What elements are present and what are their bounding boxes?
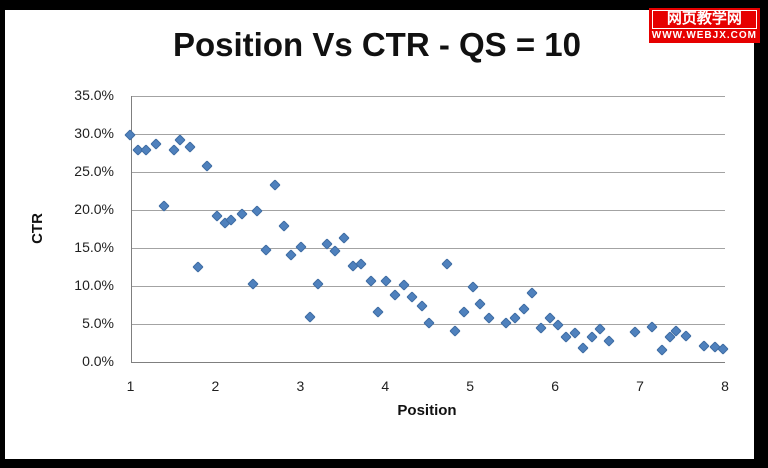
- y-tick-label: 20.0%: [74, 201, 114, 217]
- data-point: [201, 160, 213, 173]
- data-point: [278, 220, 290, 233]
- y-tick-label: 10.0%: [74, 277, 114, 293]
- data-point: [312, 278, 324, 290]
- gridline: [130, 286, 725, 287]
- x-axis-line: [130, 362, 725, 363]
- data-point: [415, 300, 428, 312]
- x-tick-label: 7: [636, 378, 644, 394]
- data-point: [251, 205, 263, 217]
- data-point: [269, 179, 281, 191]
- chart-title: Position Vs CTR - QS = 10: [172, 26, 581, 63]
- x-tick-label: 2: [211, 378, 220, 394]
- data-point: [354, 258, 367, 271]
- data-point: [123, 128, 136, 141]
- x-tick-label: 3: [296, 378, 305, 394]
- data-point: [337, 232, 350, 244]
- data-point: [697, 340, 710, 352]
- data-point: [329, 245, 341, 257]
- data-point: [406, 291, 418, 303]
- data-point: [449, 325, 461, 338]
- y-tick-label: 0.0%: [82, 353, 114, 369]
- y-tick-label: 15.0%: [74, 239, 114, 255]
- watermark-site-name: 网页教学网: [651, 10, 757, 29]
- y-tick-label: 35.0%: [74, 87, 114, 103]
- gridline: [130, 96, 725, 97]
- y-tick-label: 5.0%: [82, 315, 114, 331]
- data-point: [139, 144, 152, 157]
- data-point: [423, 317, 435, 329]
- x-tick-label: 8: [721, 378, 729, 394]
- data-point: [303, 311, 316, 323]
- data-point: [372, 306, 384, 319]
- data-point: [518, 302, 531, 315]
- data-point: [629, 326, 641, 338]
- data-point: [295, 241, 307, 253]
- data-point: [458, 305, 470, 318]
- data-point: [398, 279, 410, 291]
- x-tick-label: 1: [126, 378, 135, 394]
- data-point: [441, 258, 453, 271]
- data-point: [680, 330, 692, 342]
- data-point: [150, 138, 162, 151]
- data-point: [466, 281, 479, 293]
- data-point: [192, 261, 204, 273]
- chart-background: [5, 10, 754, 459]
- y-tick-label: 25.0%: [74, 163, 114, 179]
- y-tick-label: 30.0%: [74, 125, 114, 141]
- gridline: [130, 134, 725, 135]
- x-tick-label: 6: [551, 378, 560, 394]
- data-point: [552, 319, 565, 331]
- gridline: [130, 210, 725, 211]
- data-point: [526, 287, 538, 300]
- data-point: [474, 298, 486, 310]
- data-point: [483, 312, 495, 324]
- data-point: [184, 141, 196, 154]
- watermark-site-url: www.webjx.com: [651, 29, 757, 41]
- data-point: [603, 335, 616, 347]
- data-point: [646, 321, 658, 333]
- data-point: [285, 248, 297, 261]
- data-point: [246, 278, 259, 290]
- x-tick-label: 5: [466, 378, 475, 394]
- y-axis-line: [130, 96, 132, 362]
- data-point: [389, 289, 401, 301]
- y-axis-title: CTR: [28, 213, 46, 244]
- data-point: [167, 144, 180, 156]
- data-point: [656, 344, 668, 357]
- data-point: [594, 323, 606, 335]
- x-axis-title: Position: [397, 402, 457, 419]
- gridline: [130, 248, 725, 249]
- x-tick-label: 4: [381, 378, 390, 394]
- data-point: [577, 342, 589, 354]
- data-point: [174, 134, 187, 146]
- data-point: [585, 331, 598, 344]
- watermark: 网页教学网 www.webjx.com: [648, 8, 760, 43]
- data-point: [260, 244, 272, 256]
- gridline: [130, 172, 725, 173]
